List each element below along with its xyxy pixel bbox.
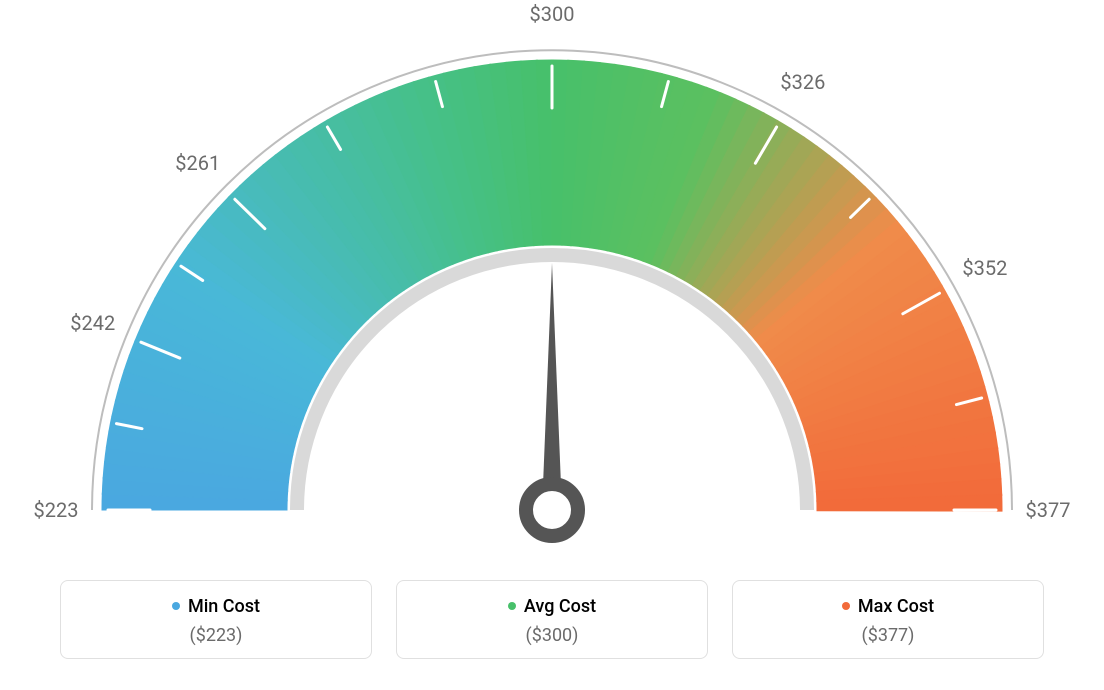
legend-card-max: Max Cost ($377) (732, 580, 1044, 659)
legend-title-max: Max Cost (858, 596, 934, 617)
legend-dot-min (172, 602, 180, 610)
legend-value-avg: ($300) (415, 625, 689, 646)
gauge-tick-label: $261 (175, 151, 220, 175)
legend-value-min: ($223) (79, 625, 353, 646)
legend-title-avg: Avg Cost (524, 596, 596, 617)
gauge-chart: $223 $242 $261 $300 $326 $352 $377 (0, 0, 1104, 560)
legend-value-max: ($377) (751, 625, 1025, 646)
legend-card-avg: Avg Cost ($300) (396, 580, 708, 659)
legend-card-min: Min Cost ($223) (60, 580, 372, 659)
gauge-tick-label: $377 (1026, 498, 1071, 522)
legend-row: Min Cost ($223) Avg Cost ($300) Max Cost… (0, 580, 1104, 659)
gauge-tick-label: $223 (34, 498, 79, 522)
legend-dot-max (842, 602, 850, 610)
gauge-tick-label: $326 (780, 70, 825, 94)
legend-dot-avg (508, 602, 516, 610)
gauge-tick-label: $242 (70, 311, 115, 335)
gauge-tick-label: $352 (962, 256, 1007, 280)
legend-title-min: Min Cost (188, 596, 260, 617)
gauge-tick-label: $300 (530, 2, 575, 26)
gauge-svg (0, 0, 1104, 560)
